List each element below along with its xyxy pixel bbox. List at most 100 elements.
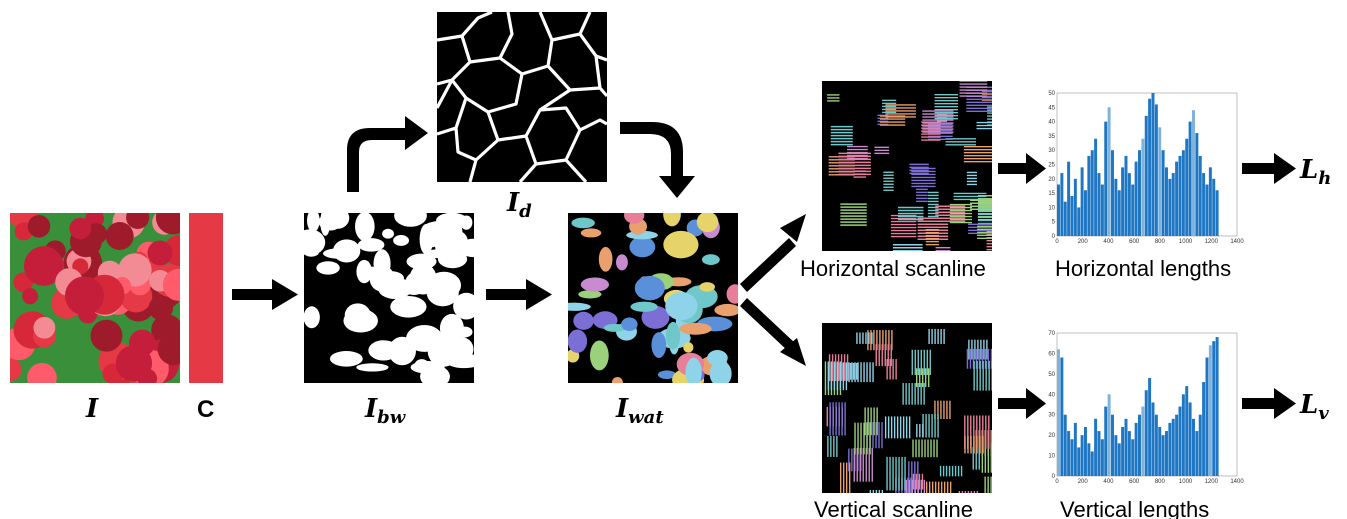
bar <box>1168 422 1172 476</box>
bar <box>1094 138 1098 236</box>
bar <box>1154 104 1158 236</box>
bar <box>1131 439 1135 476</box>
x-tick-label: 800 <box>1155 239 1166 245</box>
bar <box>1188 402 1192 476</box>
bar <box>1208 345 1212 476</box>
y-tick-label: 35 <box>1048 134 1055 140</box>
horizontal-lengths-chart: 0 200 400 600 800 1000 1200 1400 0 5 10 15 20 25 30 35 4… <box>1048 91 1244 245</box>
bar <box>1144 115 1148 236</box>
arrow-to-binary <box>232 279 298 310</box>
bar <box>1208 167 1212 236</box>
bar <box>1121 426 1125 476</box>
x-tick-label: 400 <box>1103 479 1114 485</box>
bar <box>1192 418 1195 476</box>
bar <box>1067 161 1071 236</box>
x-tick-label: 0 <box>1055 239 1059 245</box>
y-tick-label: 40 <box>1048 392 1055 398</box>
bar <box>1131 184 1135 236</box>
bar <box>1073 422 1077 476</box>
y-tick-label: 20 <box>1048 177 1055 183</box>
bar <box>1195 431 1199 476</box>
x-tick-label: 600 <box>1129 479 1140 485</box>
bar <box>1151 402 1155 476</box>
bar <box>1134 161 1138 236</box>
bar <box>1124 418 1128 476</box>
bar <box>1063 414 1067 476</box>
label-distance: Id <box>506 188 532 222</box>
y-tick-label: 5 <box>1052 220 1056 226</box>
bar <box>1165 431 1168 476</box>
bar <box>1148 98 1152 236</box>
bar <box>1117 190 1121 236</box>
arrow-to-distance <box>347 116 428 192</box>
bar <box>1158 426 1162 476</box>
arrow-to-output-h <box>1242 153 1296 184</box>
bar <box>1178 155 1182 236</box>
label-output-v: Lv <box>1299 390 1329 424</box>
bar <box>1127 173 1131 236</box>
input-image-panel <box>10 213 180 383</box>
bar <box>1141 138 1145 236</box>
y-tick-label: 60 <box>1048 351 1055 357</box>
bar <box>1185 386 1189 476</box>
bar <box>1087 443 1091 476</box>
y-tick-label: 70 <box>1048 331 1055 337</box>
bar <box>1087 155 1091 236</box>
bar <box>1057 349 1060 476</box>
bar <box>1057 184 1060 236</box>
bar <box>1060 357 1064 476</box>
bar <box>1178 406 1182 476</box>
bar <box>1138 414 1141 476</box>
bar <box>1205 184 1209 236</box>
x-tick-label: 1400 <box>1230 239 1244 245</box>
y-tick-label: 20 <box>1048 433 1055 439</box>
bar <box>1212 178 1216 236</box>
bar <box>1090 451 1094 476</box>
bar <box>1212 341 1216 476</box>
bar <box>1127 431 1131 476</box>
x-tick-label: 1000 <box>1179 239 1193 245</box>
bar <box>1067 431 1071 476</box>
label-binary: Ibw <box>364 394 407 428</box>
caption-vertical-lengths: Vertical lengths <box>1060 497 1209 519</box>
bar <box>1124 155 1128 236</box>
label-input: I <box>85 394 99 424</box>
x-tick-label: 400 <box>1103 239 1114 245</box>
bar <box>1107 107 1111 236</box>
bar <box>1084 426 1087 476</box>
watershed-image-panel <box>568 213 738 383</box>
bar <box>1158 127 1162 236</box>
bar <box>1161 150 1165 236</box>
bar <box>1077 207 1081 236</box>
y-tick-label: 15 <box>1048 191 1055 197</box>
y-tick-label: 50 <box>1048 372 1055 378</box>
x-tick-label: 1400 <box>1230 479 1244 485</box>
bar <box>1165 167 1168 236</box>
bar <box>1100 184 1104 236</box>
arrow-from-distance <box>620 122 695 198</box>
bar <box>1154 414 1158 476</box>
bar <box>1114 178 1118 236</box>
bar <box>1192 110 1195 236</box>
bar <box>1104 121 1108 236</box>
bar <box>1215 337 1219 476</box>
y-tick-label: 45 <box>1048 105 1055 111</box>
arrow-to-horizontal-lengths <box>998 153 1046 184</box>
bar <box>1080 167 1084 236</box>
bar <box>1151 93 1155 236</box>
x-tick-label: 200 <box>1078 479 1089 485</box>
bar <box>1070 195 1074 236</box>
bar <box>1202 382 1206 476</box>
bar <box>1215 190 1219 236</box>
bar <box>1097 431 1101 476</box>
bar <box>1181 150 1185 236</box>
bar <box>1175 414 1179 476</box>
label-watershed: Iwat <box>615 394 664 428</box>
y-tick-label: 10 <box>1048 205 1055 211</box>
bar <box>1188 121 1192 236</box>
bar <box>1073 178 1077 236</box>
bar <box>1094 418 1098 476</box>
bar <box>1185 138 1189 236</box>
horizontal-scanline-panel <box>822 81 992 251</box>
x-tick-label: 1000 <box>1179 479 1193 485</box>
